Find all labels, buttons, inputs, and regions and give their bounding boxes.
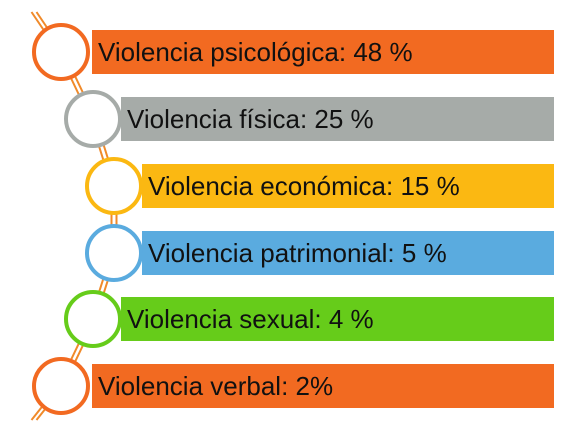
item-label: Violencia psicológica: 48 % <box>98 36 413 67</box>
item-circle <box>32 23 90 81</box>
item-circle <box>85 224 143 282</box>
item-label: Violencia sexual: 4 % <box>127 303 374 334</box>
item-label: Violencia verbal: 2% <box>98 370 334 401</box>
item-bar-patrimonial: Violencia patrimonial: 5 % <box>142 231 554 275</box>
item-circle <box>64 290 122 348</box>
item-bar-sexual: Violencia sexual: 4 % <box>121 297 554 341</box>
item-circle <box>32 357 90 415</box>
item-bar-psicologica: Violencia psicológica: 48 % <box>92 30 554 74</box>
item-bar-fisica: Violencia física: 25 % <box>121 97 554 141</box>
item-bar-verbal: Violencia verbal: 2% <box>92 364 554 408</box>
item-circle <box>85 157 143 215</box>
item-label: Violencia física: 25 % <box>127 103 374 134</box>
item-label: Violencia patrimonial: 5 % <box>148 237 447 268</box>
item-circle <box>64 90 122 148</box>
item-label: Violencia económica: 15 % <box>148 170 460 201</box>
item-bar-economica: Violencia económica: 15 % <box>142 164 554 208</box>
